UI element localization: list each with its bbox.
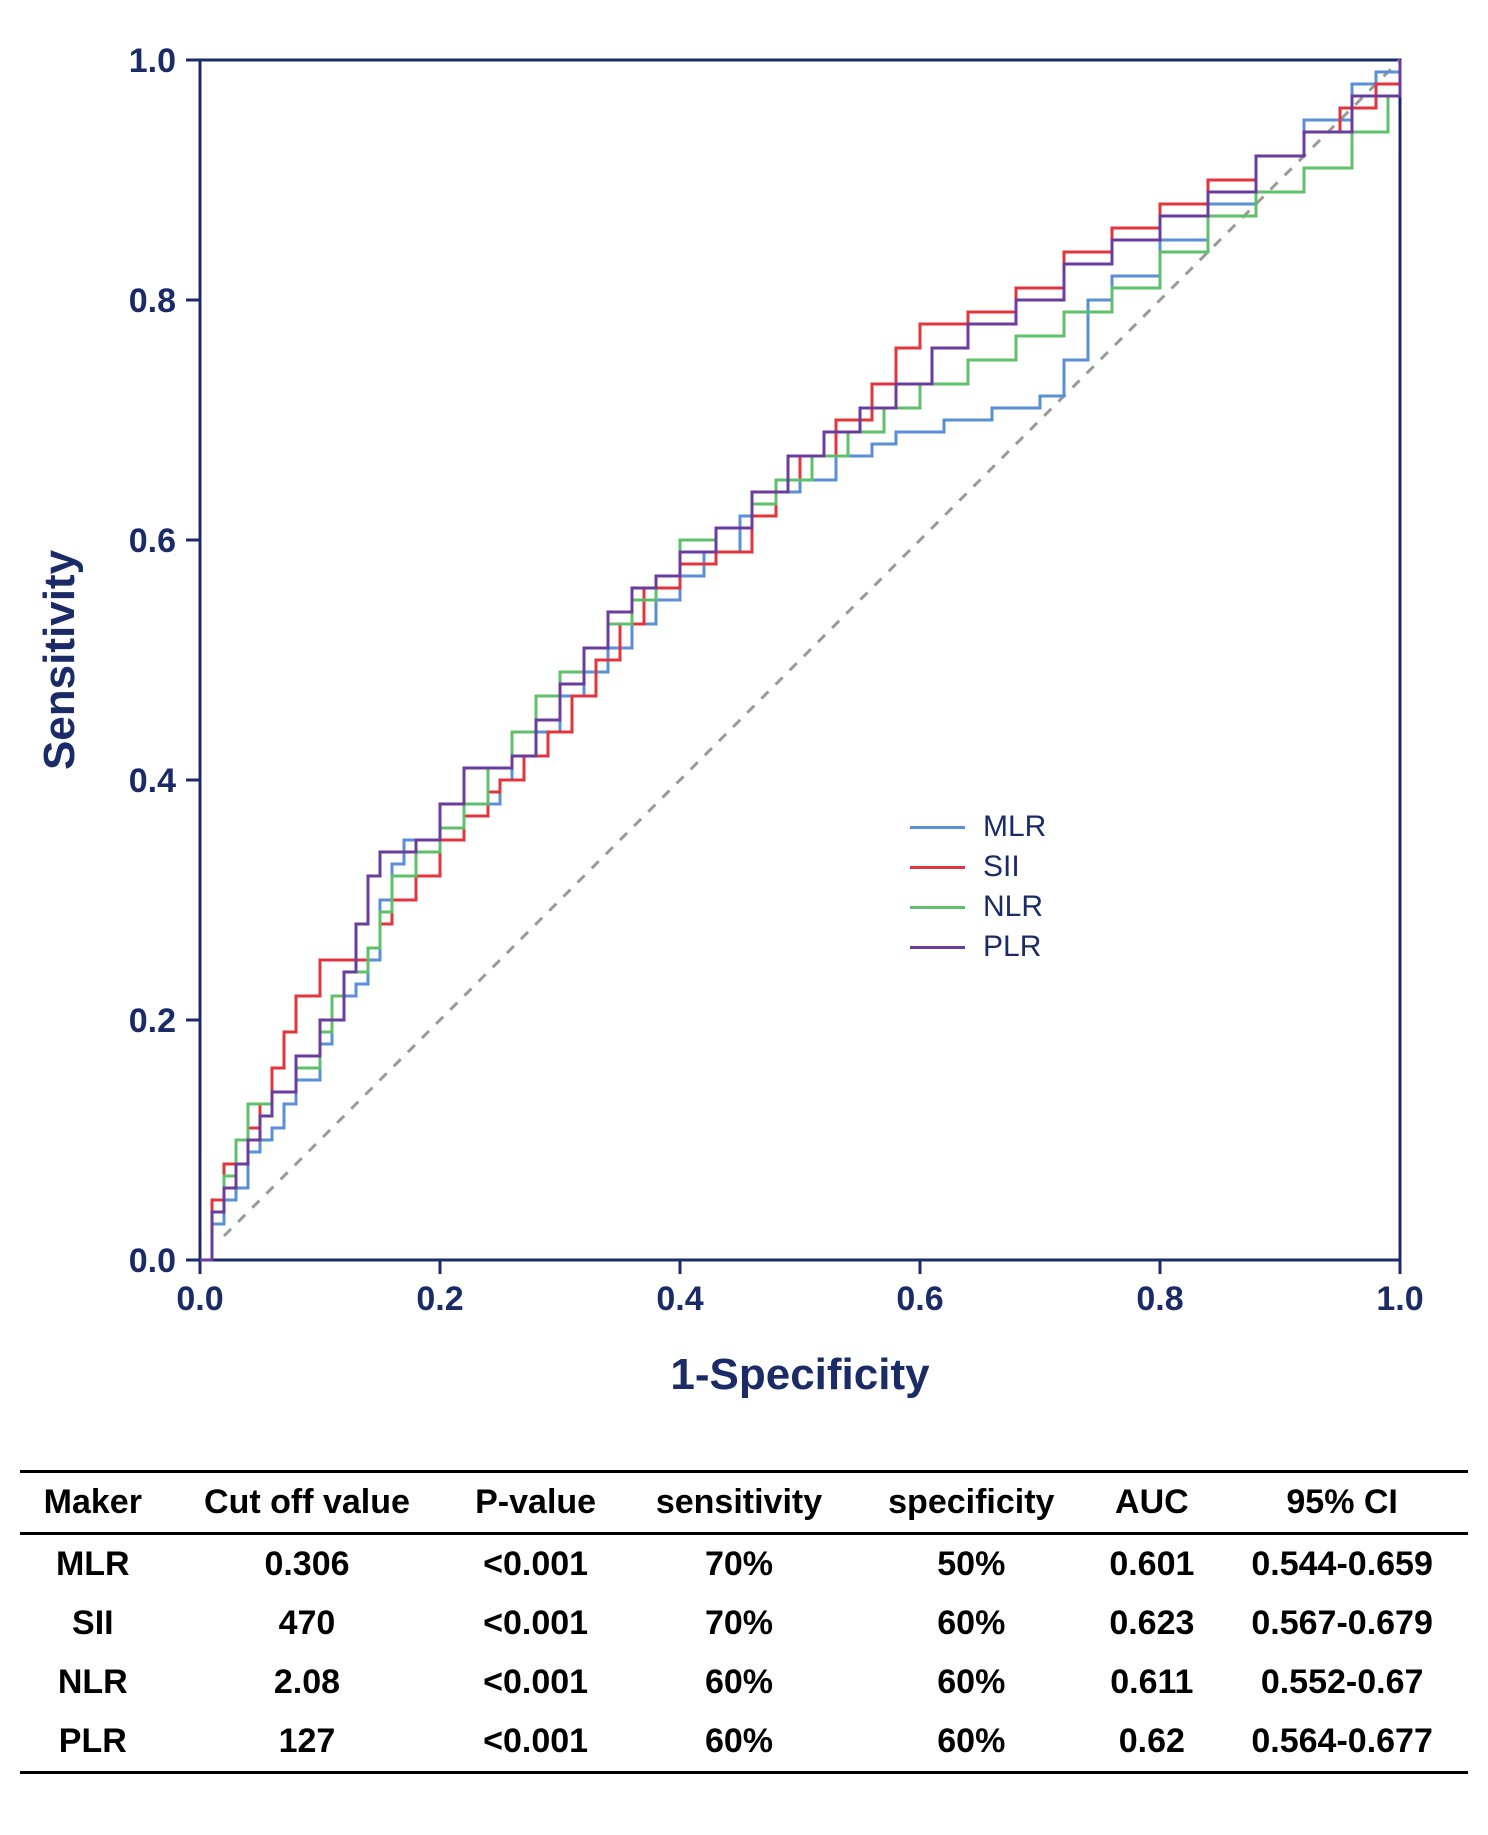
table-col-header: 95% CI (1216, 1472, 1468, 1534)
table-cell: MLR (20, 1534, 166, 1595)
table-cell: 70% (623, 1534, 855, 1595)
legend-item: PLR (910, 930, 1046, 964)
svg-text:0.0: 0.0 (129, 1242, 176, 1280)
svg-text:1.0: 1.0 (1376, 1280, 1423, 1318)
table-cell: 0.623 (1087, 1594, 1216, 1653)
table-row: PLR127<0.00160%60%0.620.564-0.677 (20, 1712, 1468, 1773)
svg-text:0.8: 0.8 (1136, 1280, 1183, 1318)
table-col-header: Maker (20, 1472, 166, 1534)
table-cell: 0.306 (166, 1534, 449, 1595)
svg-text:0.6: 0.6 (129, 522, 176, 560)
table-row: MLR0.306<0.00170%50%0.6010.544-0.659 (20, 1534, 1468, 1595)
svg-text:0.2: 0.2 (416, 1280, 463, 1318)
table-cell: NLR (20, 1653, 166, 1712)
legend-swatch (910, 946, 965, 949)
legend-label: PLR (983, 930, 1041, 964)
table-col-header: P-value (448, 1472, 623, 1534)
table-cell: <0.001 (448, 1594, 623, 1653)
svg-text:0.2: 0.2 (129, 1002, 176, 1040)
legend: MLR SII NLR PLR (910, 810, 1046, 970)
svg-text:0.4: 0.4 (129, 762, 176, 800)
figure-container: 0.0 0.2 0.4 0.6 0.8 1.0 0.0 0.2 0.4 0.6 0.8 1.0 Sen… (20, 20, 1468, 1774)
table-cell: 50% (855, 1534, 1087, 1595)
table-col-header: Cut off value (166, 1472, 449, 1534)
table-cell: 0.564-0.677 (1216, 1712, 1468, 1773)
roc-svg: 0.0 0.2 0.4 0.6 0.8 1.0 0.0 0.2 0.4 0.6 0.8 1.0 (20, 20, 1468, 1440)
legend-label: NLR (983, 890, 1043, 924)
table-cell: 127 (166, 1712, 449, 1773)
table-cell: 0.611 (1087, 1653, 1216, 1712)
table-cell: 0.567-0.679 (1216, 1594, 1468, 1653)
svg-text:0.0: 0.0 (176, 1280, 223, 1318)
table-cell: 60% (855, 1594, 1087, 1653)
table-col-header: specificity (855, 1472, 1087, 1534)
legend-item: NLR (910, 890, 1046, 924)
legend-swatch (910, 906, 965, 909)
table-cell: 2.08 (166, 1653, 449, 1712)
roc-chart: 0.0 0.2 0.4 0.6 0.8 1.0 0.0 0.2 0.4 0.6 0.8 1.0 Sen… (20, 20, 1468, 1440)
table-header: MakerCut off valueP-valuesensitivityspec… (20, 1472, 1468, 1534)
x-axis-label: 1-Specificity (670, 1350, 929, 1440)
table-cell: PLR (20, 1712, 166, 1773)
legend-swatch (910, 826, 965, 829)
table-col-header: AUC (1087, 1472, 1216, 1534)
table-cell: <0.001 (448, 1712, 623, 1773)
svg-text:0.6: 0.6 (896, 1280, 943, 1318)
legend-item: SII (910, 850, 1046, 884)
svg-text:0.4: 0.4 (656, 1280, 703, 1318)
legend-item: MLR (910, 810, 1046, 844)
table-cell: 60% (855, 1712, 1087, 1773)
table-row: NLR2.08<0.00160%60%0.6110.552-0.67 (20, 1653, 1468, 1712)
y-axis-label: Sensitivity (35, 550, 85, 770)
legend-label: MLR (983, 810, 1046, 844)
legend-swatch (910, 866, 965, 869)
table-cell: 0.544-0.659 (1216, 1534, 1468, 1595)
table-cell: 0.601 (1087, 1534, 1216, 1595)
legend-label: SII (983, 850, 1020, 884)
table-cell: <0.001 (448, 1653, 623, 1712)
table-cell: 0.552-0.67 (1216, 1653, 1468, 1712)
svg-text:0.8: 0.8 (129, 282, 176, 320)
table-body: MLR0.306<0.00170%50%0.6010.544-0.659SII4… (20, 1534, 1468, 1773)
table-col-header: sensitivity (623, 1472, 855, 1534)
table-cell: 470 (166, 1594, 449, 1653)
table-row: SII470<0.00170%60%0.6230.567-0.679 (20, 1594, 1468, 1653)
table-cell: <0.001 (448, 1534, 623, 1595)
table-cell: 70% (623, 1594, 855, 1653)
svg-text:1.0: 1.0 (129, 42, 176, 80)
table-cell: 60% (623, 1712, 855, 1773)
table-cell: SII (20, 1594, 166, 1653)
table-cell: 0.62 (1087, 1712, 1216, 1773)
table-cell: 60% (623, 1653, 855, 1712)
results-table: MakerCut off valueP-valuesensitivityspec… (20, 1470, 1468, 1774)
table-cell: 60% (855, 1653, 1087, 1712)
